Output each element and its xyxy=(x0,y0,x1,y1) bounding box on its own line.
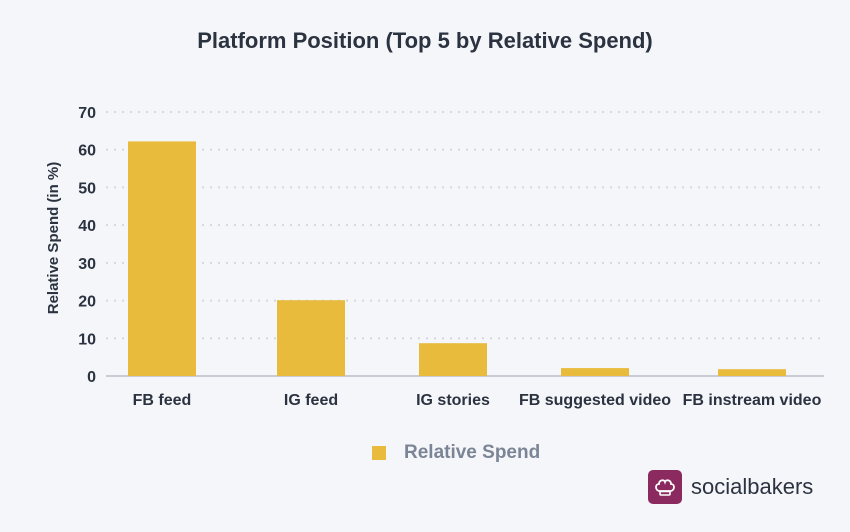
bars xyxy=(128,141,786,376)
brand-name: socialbakers xyxy=(691,474,814,499)
bar xyxy=(128,141,196,376)
bar xyxy=(561,368,629,376)
legend-swatch xyxy=(372,446,386,460)
x-tick-label: IG stories xyxy=(416,392,490,409)
y-tick-label: 50 xyxy=(78,180,96,197)
x-tick-label: FB feed xyxy=(133,392,192,409)
y-axis-ticks: 0 10 20 30 40 50 60 70 xyxy=(78,105,96,386)
y-tick-label: 60 xyxy=(78,143,96,160)
y-tick-label: 10 xyxy=(78,331,96,348)
x-tick-label: IG feed xyxy=(284,392,338,409)
y-axis-label: Relative Spend (in %) xyxy=(45,162,62,315)
x-tick-label: FB instream video xyxy=(683,392,822,409)
y-tick-label: 70 xyxy=(78,105,96,122)
bar xyxy=(419,343,487,376)
bar xyxy=(718,369,786,376)
bar xyxy=(277,300,345,376)
y-tick-label: 20 xyxy=(78,294,96,311)
y-tick-label: 0 xyxy=(87,369,96,386)
y-tick-label: 30 xyxy=(78,256,96,273)
legend-label: Relative Spend xyxy=(404,442,541,463)
chef-hat-icon xyxy=(648,470,682,504)
brand-logo: socialbakers xyxy=(648,470,813,504)
chart-title: Platform Position (Top 5 by Relative Spe… xyxy=(197,28,653,53)
legend: Relative Spend xyxy=(372,440,540,466)
gridlines xyxy=(106,111,824,377)
x-axis-ticks: FB feed IG feed IG stories FB suggested vid… xyxy=(133,392,822,409)
y-tick-label: 40 xyxy=(78,218,96,235)
x-tick-label: FB suggested video xyxy=(519,392,671,409)
